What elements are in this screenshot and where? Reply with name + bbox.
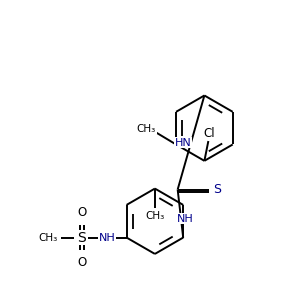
Text: O: O xyxy=(78,256,87,269)
Text: NH: NH xyxy=(177,213,194,223)
Text: S: S xyxy=(77,231,86,245)
Text: CH₃: CH₃ xyxy=(145,211,164,221)
Text: NH: NH xyxy=(98,233,115,242)
Text: HN: HN xyxy=(175,137,192,147)
Text: CH₃: CH₃ xyxy=(39,233,58,242)
Text: O: O xyxy=(78,206,87,219)
Text: CH₃: CH₃ xyxy=(137,124,156,134)
Text: S: S xyxy=(213,183,221,196)
Text: Cl: Cl xyxy=(204,127,215,140)
